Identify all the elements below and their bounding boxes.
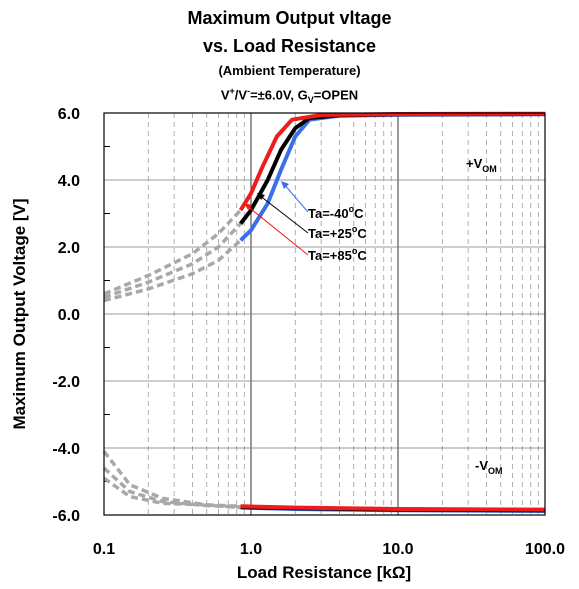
arrow-line-plus85 bbox=[245, 204, 309, 256]
series-2-positive-line bbox=[238, 111, 546, 212]
chart-subtitle: (Ambient Temperature) bbox=[218, 63, 361, 78]
chart-conditions: V+/V-=±6.0V, GV=OPEN bbox=[220, 86, 359, 105]
series-0-negative-dashed bbox=[102, 450, 241, 510]
y-tick-label: -2.0 bbox=[52, 374, 80, 391]
x-tick-label: 10.0 bbox=[382, 541, 413, 558]
chart-title: Maximum Output vltage bbox=[187, 8, 392, 28]
series-1-negative-dashed bbox=[102, 466, 241, 509]
y-axis-label: Maximum Output Voltage [V] bbox=[10, 198, 29, 429]
x-tick-label: 100.0 bbox=[525, 541, 565, 558]
series-1-positive-dashed bbox=[103, 222, 242, 299]
chart-title-line2: vs. Load Resistance bbox=[202, 36, 377, 56]
solid-data-lines bbox=[238, 111, 546, 513]
series-0-positive-dashed bbox=[103, 239, 242, 303]
y-tick-label: 4.0 bbox=[58, 173, 80, 190]
vom-positive-label: +VOM bbox=[466, 156, 497, 174]
x-tick-label: 1.0 bbox=[240, 541, 262, 558]
legend-ta-minus40: Ta=-40oC bbox=[308, 204, 364, 221]
vom-negative-label: -VOM bbox=[475, 458, 503, 476]
series-0-positive-line bbox=[239, 112, 546, 242]
series-1-positive-line bbox=[239, 112, 546, 225]
legend-ta-plus85: Ta=+85oC bbox=[308, 246, 367, 263]
arrow-head-plus25 bbox=[257, 193, 265, 200]
x-axis-label: Load Resistance [kΩ] bbox=[237, 563, 411, 582]
grid bbox=[104, 113, 545, 515]
tick-labels: 0.1 1.0 10.0 100.0 6.0 4.0 2.0 0.0 -2.0 -4.0 -6.0 bbox=[52, 106, 565, 558]
series-2-negative-line bbox=[240, 504, 546, 512]
y-tick-label: -4.0 bbox=[52, 441, 80, 458]
dashed-extrapolation-lines bbox=[102, 208, 242, 510]
x-tick-label: 0.1 bbox=[93, 541, 115, 558]
plot-frame bbox=[103, 112, 546, 516]
arrow-head-minus40 bbox=[281, 181, 289, 189]
y-tick-label: 6.0 bbox=[58, 106, 80, 123]
y-tick-label: 0.0 bbox=[58, 307, 80, 324]
arrow-line-minus40 bbox=[282, 182, 309, 213]
y-tick-label: 2.0 bbox=[58, 240, 80, 257]
arrow-line-plus25 bbox=[258, 194, 309, 234]
arrow-head-plus85 bbox=[244, 203, 252, 210]
legend-ta-plus25: Ta=+25oC bbox=[308, 224, 367, 241]
y-tick-label: -6.0 bbox=[52, 508, 80, 525]
